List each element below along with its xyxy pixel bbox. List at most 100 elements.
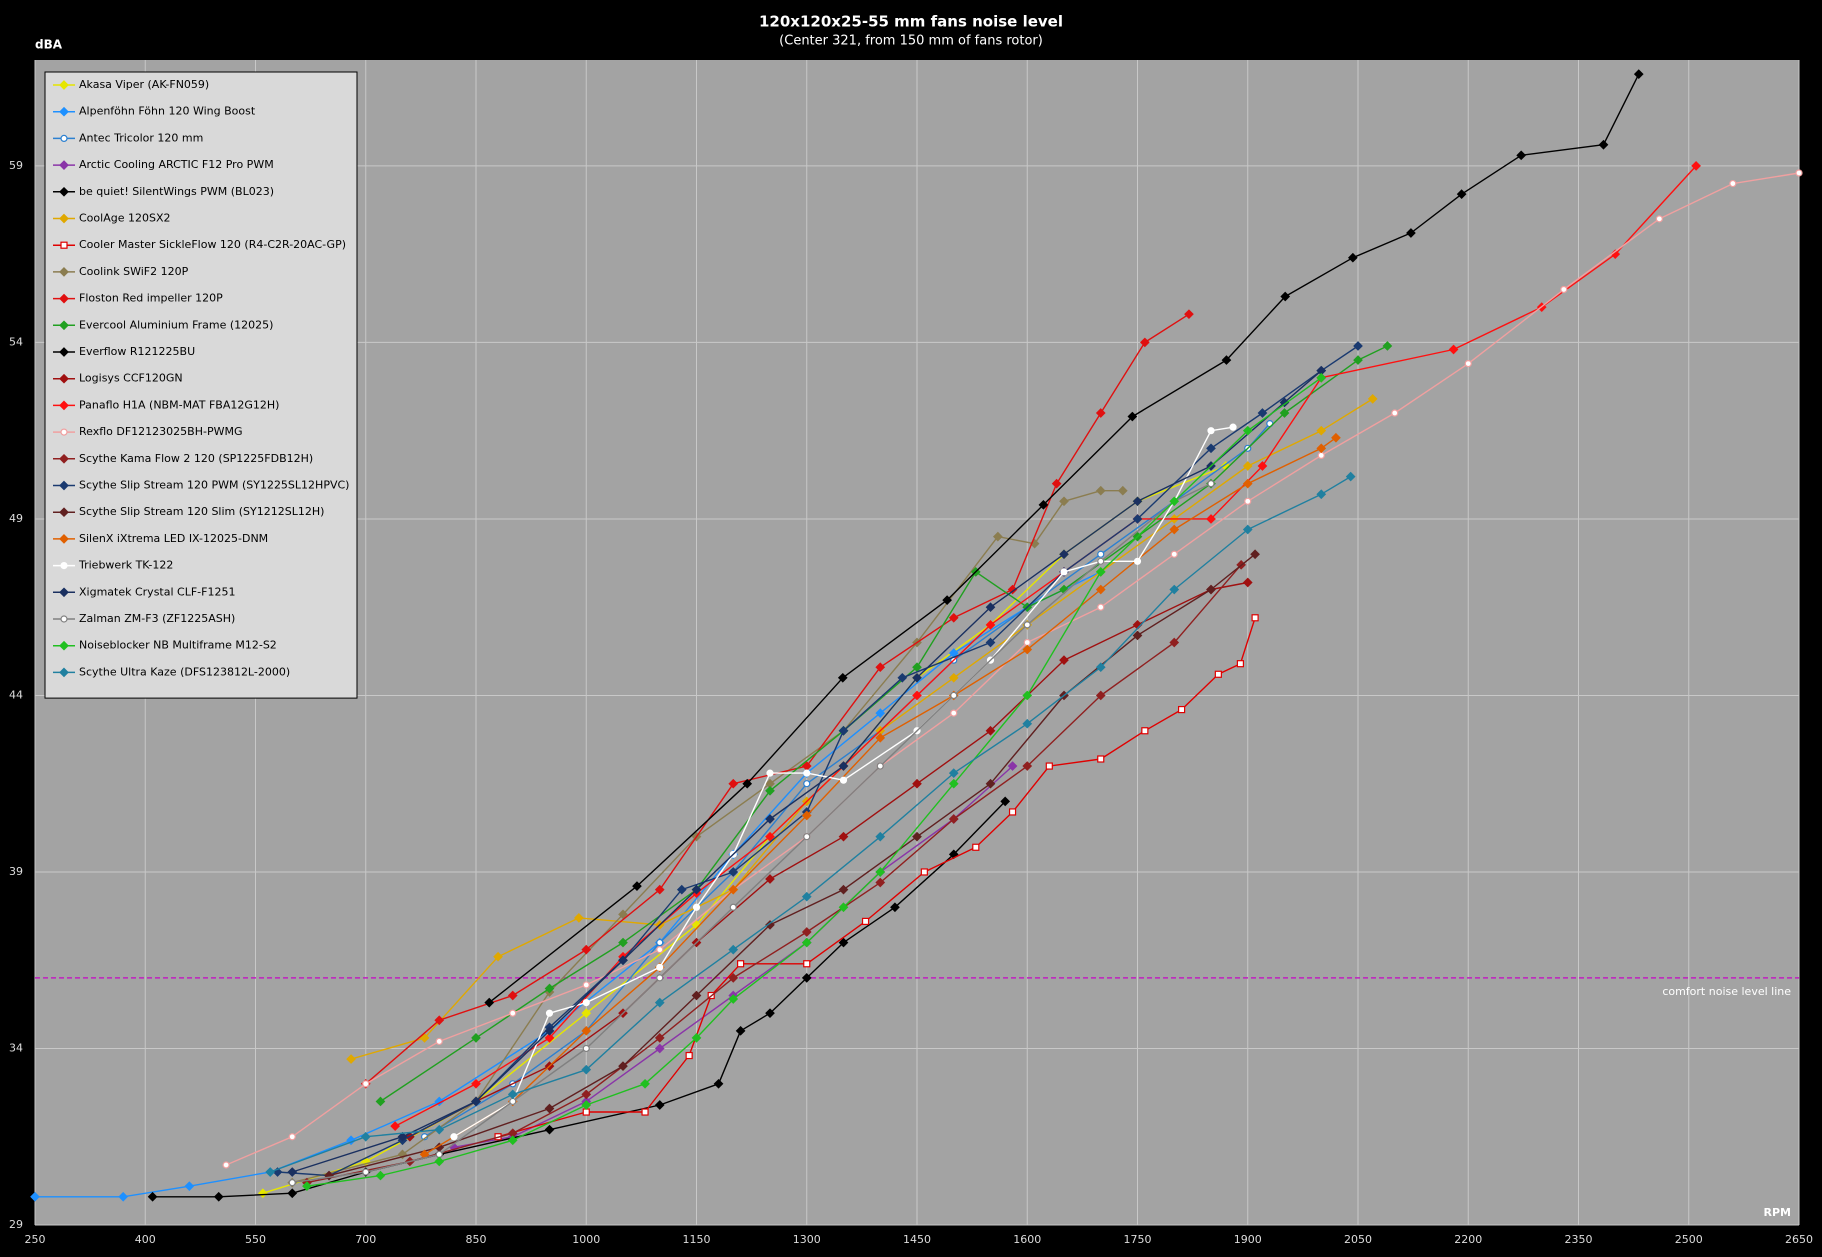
series: [302, 372, 1327, 1192]
marker: [691, 1033, 702, 1043]
marker: [1038, 499, 1049, 510]
marker: [1257, 461, 1268, 471]
marker: [618, 937, 628, 948]
marker: [434, 1015, 445, 1026]
marker: [618, 1061, 628, 1071]
marker: [1059, 549, 1069, 560]
marker: [1127, 411, 1138, 422]
series-line: [497, 617, 1256, 1138]
marker: [1244, 497, 1252, 505]
marker: [838, 937, 849, 948]
marker: [875, 732, 886, 743]
marker: [618, 955, 628, 966]
marker: [1045, 762, 1053, 770]
marker: [1095, 584, 1106, 595]
marker: [1242, 577, 1253, 588]
marker: [59, 480, 69, 491]
marker: [656, 946, 664, 954]
marker: [912, 831, 922, 842]
marker: [838, 884, 849, 895]
marker: [948, 672, 959, 683]
y-tick-label: 49: [9, 512, 23, 525]
marker: [838, 831, 849, 842]
series: [360, 309, 1194, 1089]
marker: [692, 903, 701, 911]
legend-label: be quiet! SilentWings PWM (BL023): [79, 185, 274, 198]
marker: [1353, 341, 1363, 351]
marker: [1316, 372, 1327, 383]
marker: [507, 990, 518, 1001]
marker: [1022, 644, 1033, 655]
marker: [985, 778, 996, 789]
x-tick-label: 2350: [1565, 1233, 1593, 1246]
marker: [484, 997, 495, 1008]
marker: [897, 672, 908, 683]
marker: [654, 1043, 665, 1054]
marker: [1169, 584, 1180, 595]
marker: [1132, 630, 1143, 641]
marker: [685, 1051, 693, 1060]
marker: [362, 1080, 370, 1088]
marker: [59, 80, 69, 90]
marker: [545, 1009, 554, 1017]
marker: [1169, 496, 1180, 507]
marker: [471, 1096, 481, 1107]
x-tick-label: 1600: [1013, 1233, 1041, 1246]
marker: [1059, 655, 1069, 665]
marker: [582, 1044, 590, 1053]
marker: [942, 595, 952, 605]
marker: [1598, 139, 1609, 150]
series-line: [380, 345, 1388, 1102]
y-tick-label: 29: [9, 1218, 23, 1231]
marker: [1000, 796, 1011, 807]
marker: [641, 1108, 649, 1116]
series-line: [292, 490, 1123, 1184]
x-tick-label: 2650: [1785, 1233, 1813, 1246]
legend-label: Scythe Slip Stream 120 Slim (SY1212SL12H…: [79, 505, 324, 518]
marker: [912, 672, 922, 683]
marker: [1316, 489, 1327, 500]
marker: [544, 1103, 555, 1114]
y-tick-label: 44: [9, 688, 23, 701]
marker: [1169, 524, 1180, 535]
marker: [582, 1108, 590, 1116]
marker: [1382, 341, 1393, 351]
legend-label: Arctic Cooling ARCTIC F12 Pro PWM: [79, 158, 274, 171]
marker: [581, 1025, 592, 1036]
series: [147, 796, 1011, 1202]
marker: [728, 994, 739, 1004]
marker: [507, 1089, 518, 1100]
marker: [434, 1156, 445, 1167]
legend-label: Panaflo H1A (NBM-MAT FBA12G12H): [79, 398, 279, 411]
marker: [1132, 496, 1143, 507]
marker: [59, 293, 69, 304]
marker: [803, 960, 811, 968]
marker: [59, 640, 69, 651]
legend-label: Everflow R121225BU: [79, 345, 195, 358]
marker: [324, 1170, 334, 1181]
series-line: [453, 426, 1234, 1138]
x-tick-label: 2200: [1454, 1233, 1482, 1246]
marker: [1316, 425, 1327, 436]
marker: [60, 134, 68, 142]
legend-label: Zalman ZM-F3 (ZF1225ASH): [79, 612, 235, 625]
marker: [471, 1033, 481, 1043]
marker: [676, 884, 687, 895]
marker: [509, 1009, 517, 1017]
marker: [912, 778, 922, 789]
series-line: [225, 172, 1800, 1166]
marker: [59, 453, 69, 464]
marker: [1317, 451, 1325, 459]
marker: [801, 937, 812, 948]
legend-label: Rexflo DF12123025BH-PWMG: [79, 425, 243, 438]
legend-label: Alpenföhn Föhn 120 Wing Boost: [79, 105, 256, 118]
legend-label: Scythe Kama Flow 2 120 (SP1225FDB12H): [79, 452, 313, 465]
marker: [1655, 215, 1663, 223]
marker: [948, 612, 959, 623]
marker: [581, 1008, 592, 1019]
marker: [390, 1121, 400, 1131]
marker: [1250, 549, 1260, 560]
marker: [728, 778, 739, 789]
series-line: [269, 475, 1352, 1173]
